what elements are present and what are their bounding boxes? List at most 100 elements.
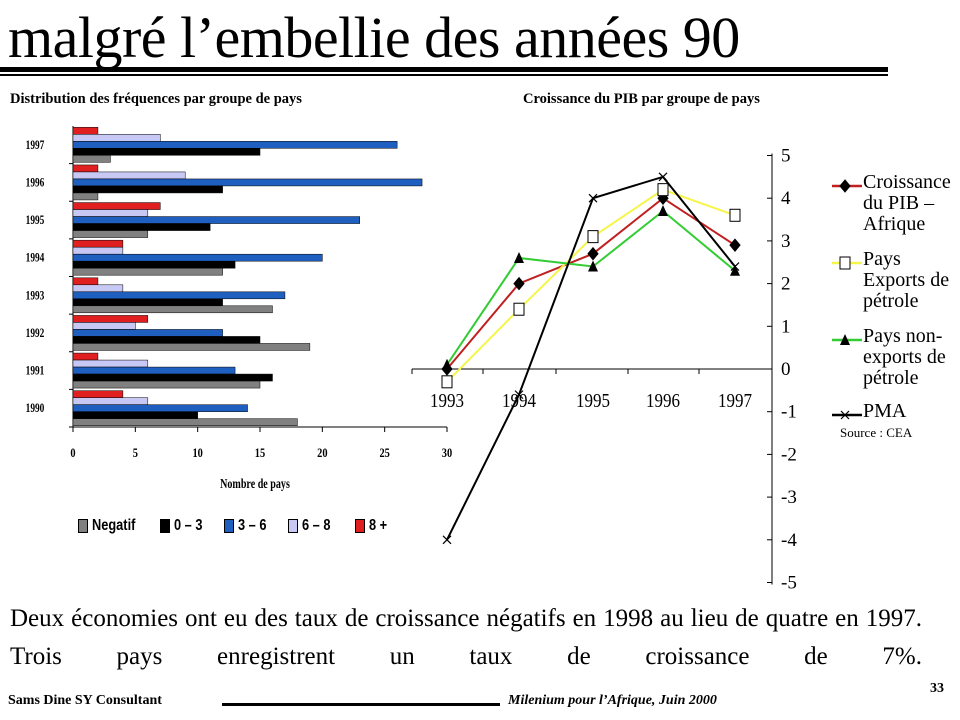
line-point-pays-exports-de-p-trole-1997 — [729, 208, 741, 222]
line-y-tick-label: 2 — [781, 274, 791, 295]
line-point-croissance-du-pib-afrique-1997 — [729, 238, 741, 252]
bar-y-tick-label: 1997 — [26, 138, 45, 152]
line-legend-symbol — [839, 256, 851, 270]
page-title: malgré l’embellie des années 90 — [8, 5, 740, 70]
page-number: 33 — [930, 681, 944, 696]
line-y-tick-label: -3 — [781, 487, 797, 508]
bar-negatif-1995 — [72, 230, 149, 238]
line-legend-label: Pays Exports de pétrole — [863, 248, 950, 312]
bar-y-tick-label: 1995 — [26, 214, 45, 228]
bar-chart-legend: Negatif 0 – 3 3 – 6 6 – 8 8 + — [78, 516, 408, 536]
line-x-tick-label: 1995 — [576, 390, 610, 413]
bar-negatif-1994 — [72, 267, 223, 276]
line-point-pays-non-exports-de-p-trole-1994 — [514, 251, 524, 263]
bar-negatif-1990 — [72, 418, 298, 426]
line-y-tick-label: -2 — [781, 444, 797, 465]
line-series-croissance-du-pib-afrique — [446, 196, 736, 370]
bar-y-tick-label: 1991 — [26, 364, 45, 378]
bar-x-tick-label: 30 — [442, 446, 452, 460]
bar-legend-label: 3 – 6 — [238, 517, 267, 534]
footer-divider — [222, 703, 500, 706]
line-point-pays-non-exports-de-p-trole-1997 — [730, 264, 740, 276]
line-legend-marker — [832, 256, 862, 270]
bar-legend-swatch — [78, 519, 88, 533]
footer-author: Sams Dine SY Consultant — [8, 693, 162, 708]
bar-x-tick-label: 0 — [70, 446, 75, 460]
bar-x-tick-label: 15 — [255, 446, 265, 460]
line-point-pma-1993 — [442, 535, 452, 545]
line-y-tick-label: -4 — [781, 530, 797, 551]
line-legend-marker — [832, 179, 862, 193]
line-point-pma-1997 — [730, 262, 740, 271]
bar-x-tick-label: 20 — [317, 446, 327, 460]
bar-negatif-1992 — [72, 343, 311, 351]
bar-negatif-1993 — [72, 305, 273, 314]
line-x-tick-label: 1994 — [502, 390, 536, 413]
line-x-tick-label: 1997 — [718, 390, 752, 413]
line-y-tick-label: 5 — [781, 146, 791, 167]
bar-negatif-1991 — [72, 380, 261, 389]
bar-legend-swatch — [224, 519, 234, 533]
line-series-pays-exports-de-p-trole — [446, 188, 736, 383]
line-point-pays-non-exports-de-p-trole-1993 — [442, 358, 452, 370]
bar-negatif-1996 — [72, 192, 99, 201]
line-point-pays-non-exports-de-p-trole-1996 — [658, 205, 668, 217]
line-point-pma-1995 — [588, 193, 598, 203]
line-point-pma-1994 — [514, 390, 524, 400]
bar-legend-label: Negatif — [92, 517, 136, 534]
line-legend-label: Pays non- exports de pétrole — [863, 325, 946, 389]
line-point-pays-exports-de-p-trole-1994 — [513, 302, 525, 316]
bar-0-3-1996 — [72, 185, 223, 194]
bar-legend-label: 6 – 8 — [302, 517, 331, 534]
line-y-tick-label: 3 — [781, 231, 791, 252]
bar-chart-title: Distribution des fréquences par groupe d… — [10, 91, 302, 107]
bar-x-axis-label: Nombre de pays — [220, 475, 290, 491]
bar-x-tick-label: 25 — [379, 446, 389, 460]
line-legend-symbol — [840, 334, 850, 345]
body-paragraph: Deux économies ont eu des taux de croiss… — [10, 605, 922, 670]
bar-y-tick-label: 1990 — [26, 402, 45, 416]
line-y-tick-label: 0 — [781, 359, 791, 380]
bar-x-tick-label: 5 — [133, 446, 138, 460]
bar-x-tick-label: 10 — [192, 446, 202, 460]
line-point-pays-exports-de-p-trole-1996 — [657, 183, 669, 197]
line-point-pma-1996 — [658, 172, 668, 182]
line-y-tick-label: 4 — [781, 188, 791, 209]
source-note: Source : CEA — [840, 425, 913, 440]
bar-legend-swatch — [160, 519, 170, 533]
title-underline — [0, 67, 888, 72]
bar-y-tick-label: 1993 — [26, 289, 45, 303]
line-y-tick-label: -1 — [781, 402, 797, 423]
line-legend-symbol — [839, 179, 851, 193]
line-legend-label: PMA — [863, 400, 907, 422]
footer-event: Milenium pour l’Afrique, Juin 2000 — [508, 693, 717, 708]
bar-legend-swatch — [355, 519, 365, 533]
line-legend-marker — [832, 410, 862, 420]
line-point-croissance-du-pib-afrique-1995 — [587, 246, 599, 261]
line-point-pays-exports-de-p-trole-1993 — [441, 375, 453, 389]
line-point-pays-non-exports-de-p-trole-1995 — [588, 260, 598, 272]
line-y-tick-label: 1 — [781, 316, 791, 337]
line-legend-symbol — [840, 410, 850, 420]
bar-3-6-1995 — [72, 216, 360, 224]
line-point-pays-exports-de-p-trole-1995 — [587, 230, 599, 244]
bar-legend-label: 8 + — [369, 517, 388, 534]
line-point-croissance-du-pib-afrique-1994 — [513, 276, 525, 291]
line-chart-title: Croissance du PIB par groupe de pays — [523, 91, 760, 107]
bar-0-3-1997 — [72, 148, 261, 156]
bar-negatif-1997 — [72, 155, 111, 163]
line-legend-marker — [832, 334, 862, 345]
bar-legend-swatch — [288, 519, 298, 533]
bar-legend-label: 0 – 3 — [174, 517, 203, 534]
bar-y-tick-label: 1992 — [26, 327, 45, 341]
bar-y-tick-label: 1996 — [26, 176, 45, 190]
bar-3-6-1996 — [72, 178, 423, 187]
line-y-tick-label: -5 — [781, 573, 797, 594]
title-underline-thin — [0, 74, 888, 76]
line-x-tick-label: 1996 — [646, 390, 680, 413]
line-legend-label: Croissance du PIB – Afrique — [863, 171, 951, 235]
line-x-tick-label: 1993 — [430, 390, 464, 413]
bar-y-tick-label: 1994 — [26, 251, 45, 265]
